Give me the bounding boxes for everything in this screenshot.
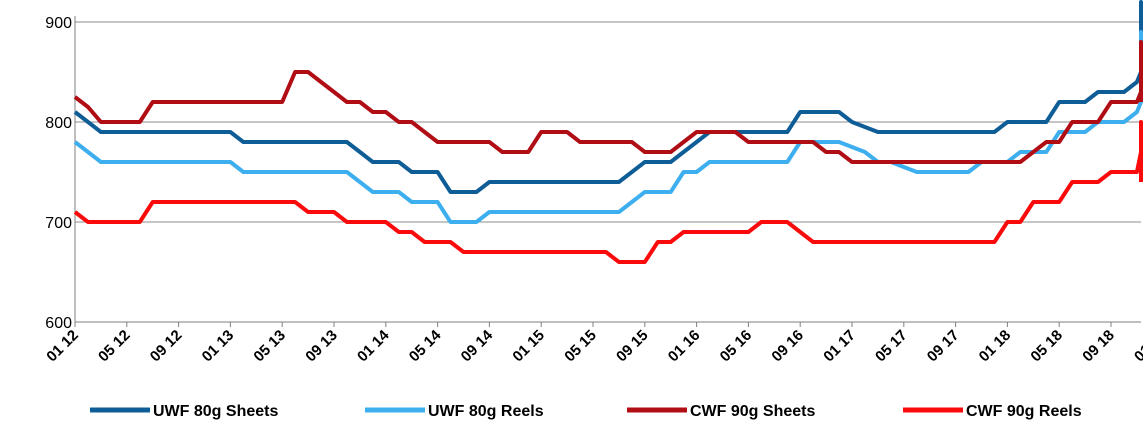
legend-label: CWF 90g Reels bbox=[966, 403, 1082, 420]
legend-label: UWF 80g Sheets bbox=[153, 403, 278, 420]
legend-item: UWF 80g Sheets bbox=[90, 403, 278, 420]
series-lines bbox=[73, 0, 1143, 264]
x-axis: 01 12 05 12 09 12 01 13 05 13 09 13 01 14 05 14… bbox=[43, 321, 1143, 366]
x-tick-label: 09 13 bbox=[302, 327, 341, 366]
x-tick-label: 09 14 bbox=[458, 326, 497, 365]
x-tick-label: 01 15 bbox=[509, 327, 548, 366]
x-tick-label: 09 15 bbox=[613, 327, 652, 366]
x-tick-label: 09 16 bbox=[768, 327, 807, 366]
series-line-4 bbox=[73, 120, 1143, 264]
x-tick-label: 01 12 bbox=[43, 327, 82, 366]
x-tick-label: 05 13 bbox=[250, 327, 289, 366]
series-line-3 bbox=[73, 40, 1143, 164]
legend-item: CWF 90g Sheets bbox=[627, 403, 815, 420]
series-line-1 bbox=[73, 0, 1143, 194]
x-tick-label: 01 19 bbox=[1131, 327, 1143, 366]
x-tick-label: 09 17 bbox=[924, 327, 963, 366]
x-tick-label: 01 16 bbox=[665, 327, 704, 366]
gridlines bbox=[75, 21, 1141, 223]
x-tick-label: 09 12 bbox=[147, 327, 186, 366]
legend-label: CWF 90g Sheets bbox=[690, 403, 815, 420]
x-tick-label: 01 18 bbox=[976, 327, 1015, 366]
legend-label: UWF 80g Reels bbox=[428, 403, 544, 420]
x-tick-label: 01 13 bbox=[199, 327, 238, 366]
x-tick-label: 05 16 bbox=[717, 327, 756, 366]
y-tick-label: 700 bbox=[45, 215, 72, 232]
y-tick-label: 800 bbox=[45, 115, 72, 132]
x-tick-label: 05 12 bbox=[95, 327, 134, 366]
y-tick-label: 600 bbox=[45, 315, 72, 332]
x-tick-label: 05 14 bbox=[406, 326, 445, 365]
legend: UWF 80g Sheets UWF 80g Reels CWF 90g Sheet… bbox=[90, 403, 1082, 420]
x-tick-label: 01 14 bbox=[354, 326, 393, 365]
x-tick-label: 05 15 bbox=[561, 327, 600, 366]
series-line-2 bbox=[73, 30, 1143, 224]
x-tick-label: 01 17 bbox=[820, 327, 859, 366]
x-tick-label: 09 18 bbox=[1079, 327, 1118, 366]
y-axis: 600 700 800 900 bbox=[45, 15, 76, 332]
y-tick-label: 900 bbox=[45, 15, 72, 32]
legend-item: CWF 90g Reels bbox=[903, 403, 1082, 420]
legend-item: UWF 80g Reels bbox=[365, 403, 544, 420]
x-tick-label: 05 18 bbox=[1027, 327, 1066, 366]
x-tick-label: 05 17 bbox=[872, 327, 911, 366]
